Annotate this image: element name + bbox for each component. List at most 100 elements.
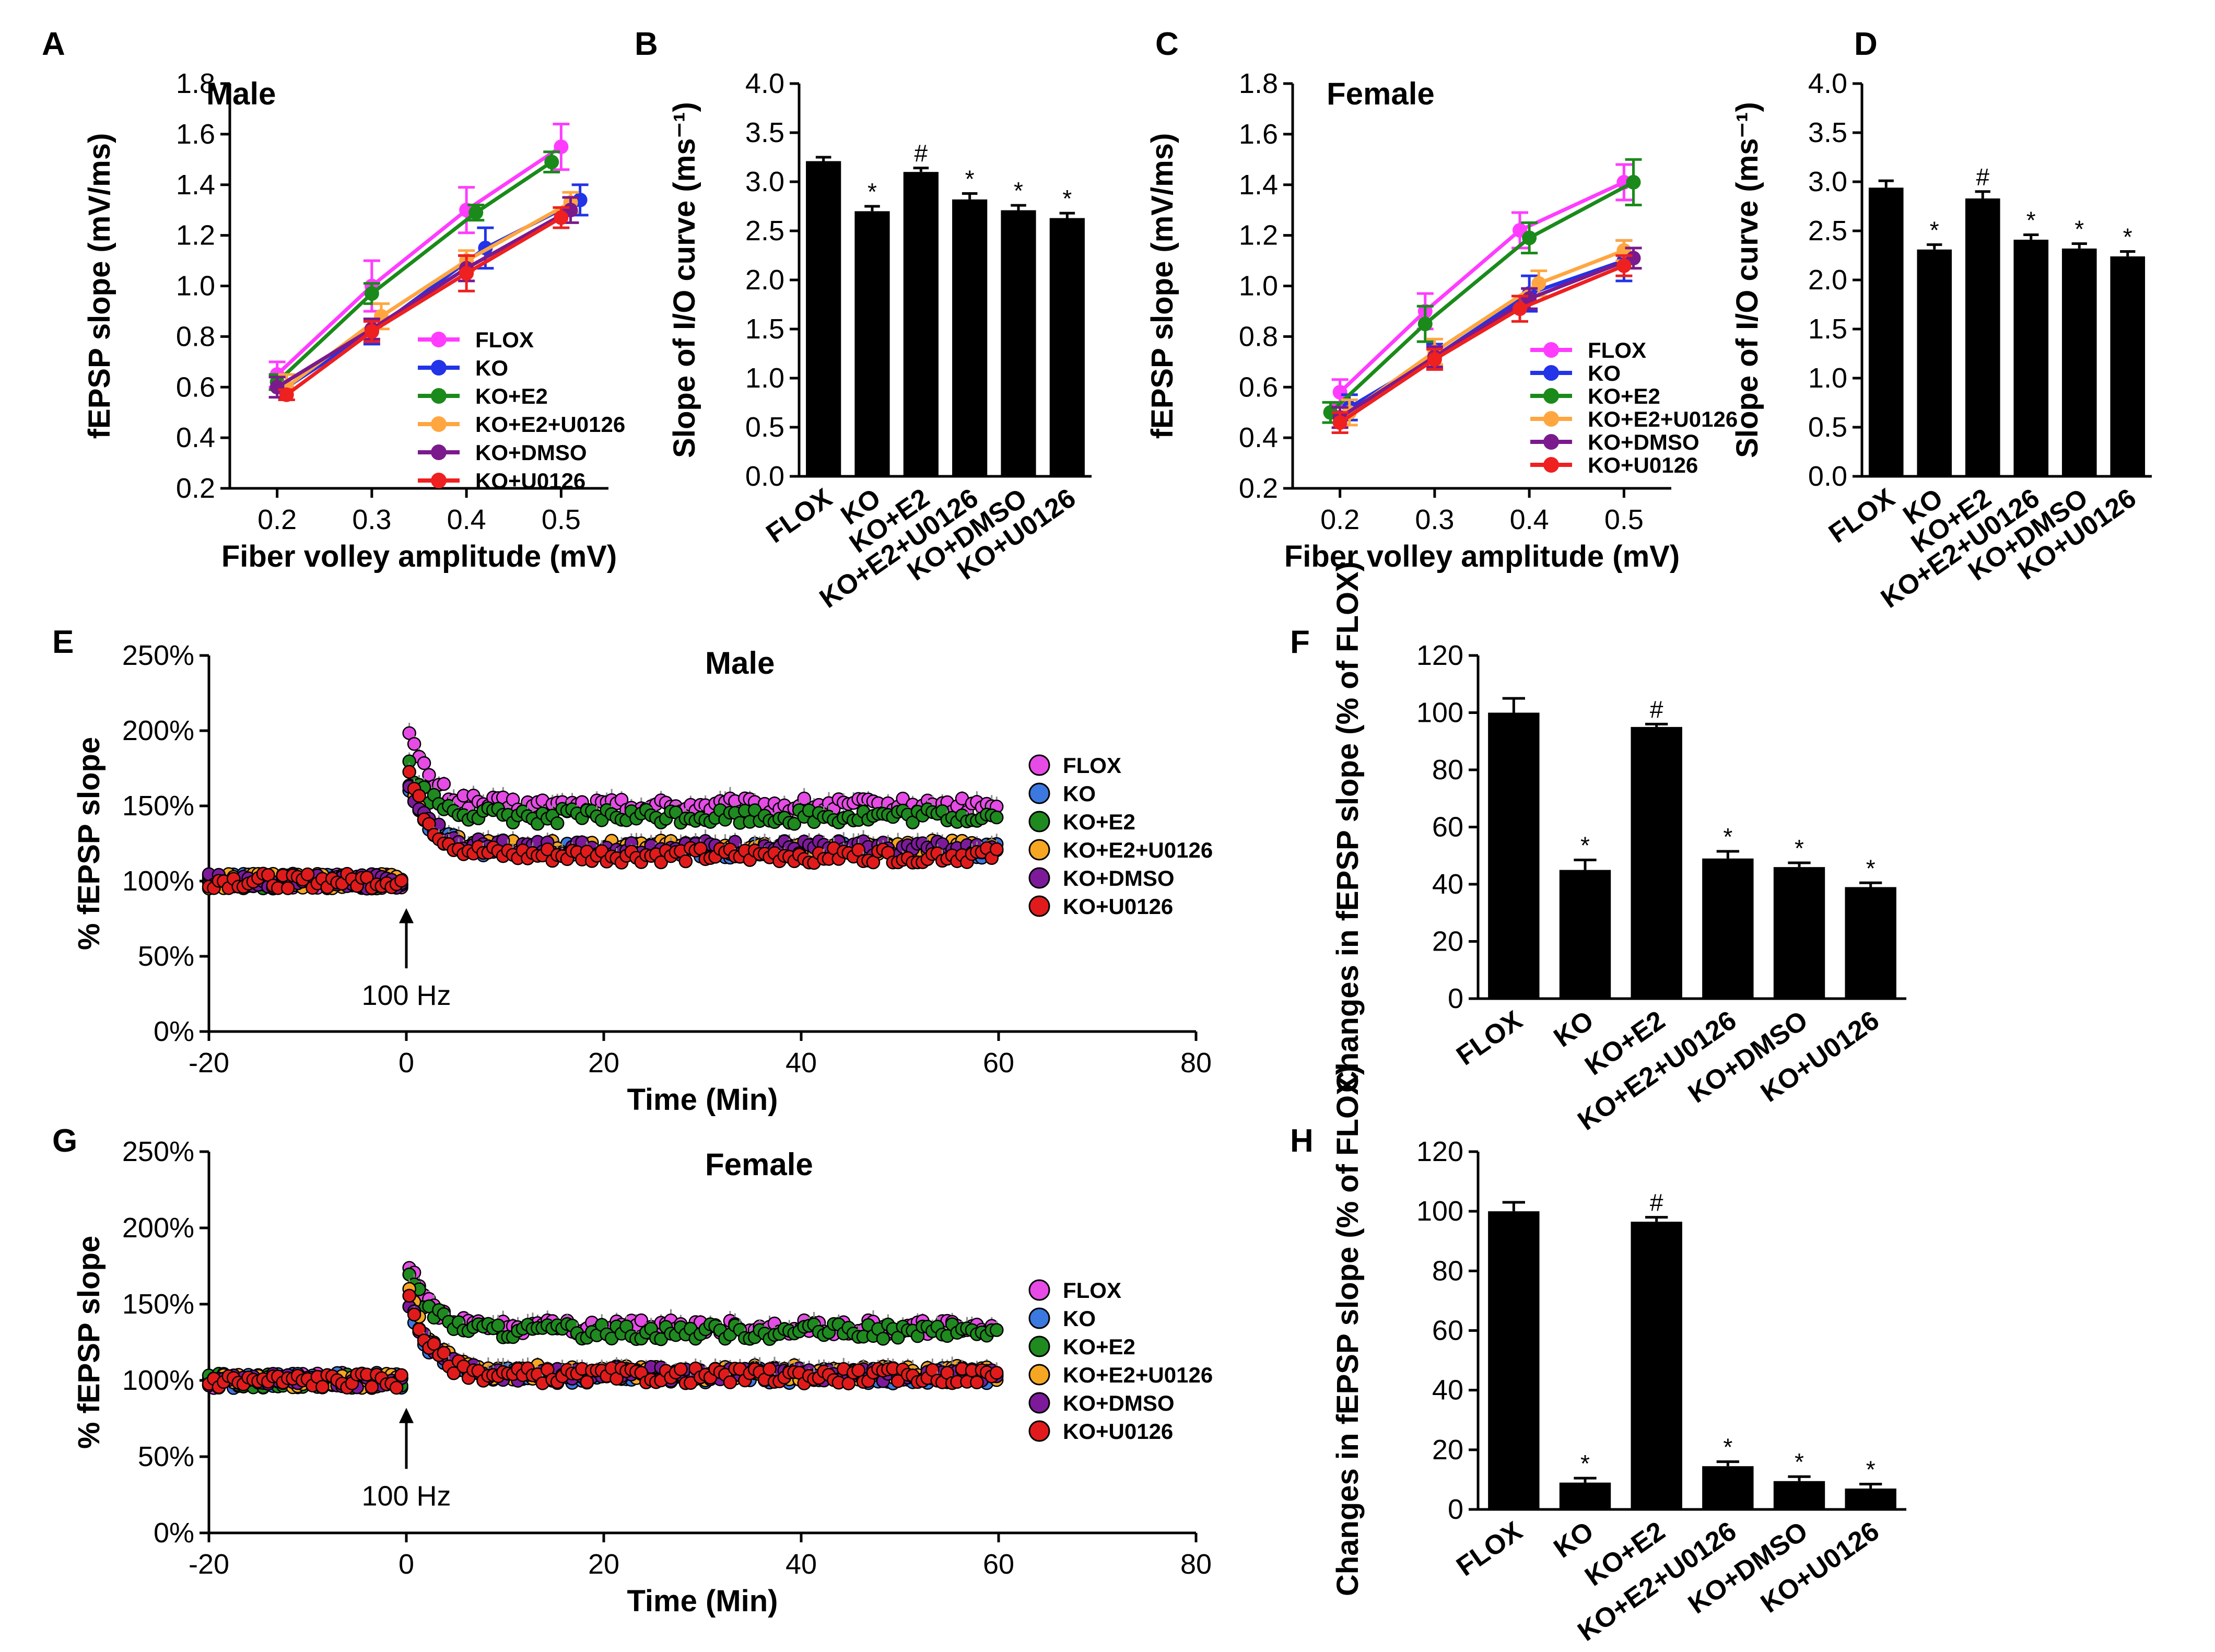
y-tick-label: 0.4 xyxy=(176,422,215,453)
category-label: KO xyxy=(1549,1005,1599,1053)
data-point xyxy=(876,1332,890,1346)
data-point xyxy=(459,266,474,281)
y-tick-label: 0.6 xyxy=(1239,371,1278,403)
y-tick-label: 1.8 xyxy=(1239,68,1278,99)
x-axis-label: Fiber volley amplitude (mV) xyxy=(221,540,617,573)
legend-swatch-marker xyxy=(1028,1335,1050,1357)
significance-marker: * xyxy=(1580,831,1590,859)
panel-label: A xyxy=(42,26,65,62)
legend-label: KO+E2+U0126 xyxy=(1063,1363,1213,1387)
legend-label: KO+E2 xyxy=(475,384,548,408)
panel-A: A Male 0.2 0.4 0.6 0.8 1.0 1.2 1.4 1.6 1.8 0.2 0.3 0.… xyxy=(42,26,625,573)
y-tick-label: 0.5 xyxy=(745,412,784,443)
data-point xyxy=(678,854,693,869)
legend-swatch-marker xyxy=(1543,434,1559,450)
data-point xyxy=(580,1375,594,1389)
data-point xyxy=(394,1368,408,1382)
stimulus-annotation: 100 Hz xyxy=(361,980,451,1011)
bar xyxy=(1868,188,1904,476)
significance-marker: * xyxy=(1580,1450,1590,1477)
data-point xyxy=(787,817,802,831)
y-axis-label: Changes in fEPSP slope (% of FLOX) xyxy=(1331,561,1365,1093)
legend-label: KO xyxy=(1063,781,1096,806)
y-tick-label: 20 xyxy=(1432,1434,1463,1466)
x-tick-label: 0.2 xyxy=(1320,504,1360,535)
x-tick-label: 80 xyxy=(1180,1549,1212,1580)
y-tick-label: 80 xyxy=(1432,754,1463,786)
data-point xyxy=(1522,230,1537,245)
x-tick-label: 80 xyxy=(1180,1047,1212,1079)
panel-label: F xyxy=(1290,624,1310,660)
data-point xyxy=(544,155,559,170)
significance-marker: # xyxy=(1976,163,1989,191)
legend-label: KO+E2 xyxy=(1063,1334,1135,1359)
legend-label: KO+E2 xyxy=(1063,810,1135,834)
data-point xyxy=(389,1380,404,1395)
data-point xyxy=(437,777,451,791)
data-point xyxy=(1616,258,1632,273)
y-tick-label: 150% xyxy=(122,790,194,822)
bar xyxy=(1631,1222,1682,1509)
x-tick-label: 0.3 xyxy=(352,504,391,535)
bar xyxy=(1488,1211,1540,1509)
series-line xyxy=(276,160,553,384)
data-point xyxy=(989,1366,1004,1380)
x-axis-label: Time (Min) xyxy=(627,1083,778,1117)
series-line xyxy=(1329,180,1635,414)
significance-marker: * xyxy=(2075,215,2084,242)
x-tick-label: 20 xyxy=(588,1549,619,1580)
legend-swatch-marker xyxy=(1028,895,1050,917)
y-tick-label: 100 xyxy=(1416,1196,1463,1227)
legend-swatch-marker xyxy=(1028,811,1050,833)
significance-marker: # xyxy=(1650,1189,1663,1216)
panel-subtitle: Male xyxy=(206,76,276,111)
legend-swatch-marker xyxy=(431,388,447,404)
x-axis-label: Fiber volley amplitude (mV) xyxy=(1284,540,1680,573)
y-tick-label: 100% xyxy=(122,865,194,897)
x-tick-label: 0 xyxy=(399,1047,414,1079)
y-tick-label: 0.0 xyxy=(745,461,784,492)
x-tick-label: 0 xyxy=(399,1549,414,1580)
panel-subtitle: Female xyxy=(1327,76,1435,111)
x-tick-label: 40 xyxy=(786,1047,817,1079)
y-tick-label: 0% xyxy=(154,1517,194,1549)
significance-marker: * xyxy=(1866,1456,1876,1483)
x-tick-label: 0.4 xyxy=(1510,504,1549,535)
bar xyxy=(1702,858,1754,999)
data-point xyxy=(851,843,865,857)
data-point xyxy=(279,387,294,402)
legend-swatch-marker xyxy=(1028,782,1050,804)
y-tick-label: 0 xyxy=(1448,983,1463,1014)
y-tick-label: 2.0 xyxy=(745,264,784,296)
series-line xyxy=(276,145,562,376)
data-point xyxy=(1427,352,1442,367)
data-point xyxy=(554,139,569,155)
legend-swatch-marker xyxy=(431,360,447,376)
series-line xyxy=(276,208,572,389)
panel-H: H 0 20 40 60 80 100 120 Changes in fEPSP slope (… xyxy=(1290,1065,1906,1647)
y-tick-label: 40 xyxy=(1432,869,1463,900)
series-line xyxy=(1339,180,1625,394)
significance-marker: * xyxy=(2026,207,2036,234)
legend-swatch-marker xyxy=(431,416,447,432)
y-tick-label: 4.0 xyxy=(1808,68,1847,99)
y-tick-label: 20 xyxy=(1432,926,1463,957)
significance-marker: * xyxy=(868,178,877,205)
y-axis-label: Changes in fEPSP slope (% of FLOX) xyxy=(1331,1065,1365,1596)
data-point xyxy=(554,210,569,225)
significance-marker: * xyxy=(965,166,975,193)
bar xyxy=(1559,1482,1611,1509)
y-axis-label: fEPSP slope (mV/ms) xyxy=(83,133,116,439)
x-tick-label: 60 xyxy=(983,1549,1014,1580)
panel-subtitle: Male xyxy=(705,646,775,681)
significance-marker: * xyxy=(1723,1434,1732,1461)
y-tick-label: 1.8 xyxy=(176,68,215,99)
legend-label: KO+DMSO xyxy=(1063,866,1175,891)
series-line xyxy=(285,216,562,396)
y-tick-label: 250% xyxy=(122,1136,194,1167)
legend-label: KO+U0126 xyxy=(1063,1419,1173,1444)
y-axis-label: % fEPSP slope xyxy=(72,1236,106,1449)
bar xyxy=(952,199,988,477)
y-tick-label: 2.5 xyxy=(1808,215,1847,247)
